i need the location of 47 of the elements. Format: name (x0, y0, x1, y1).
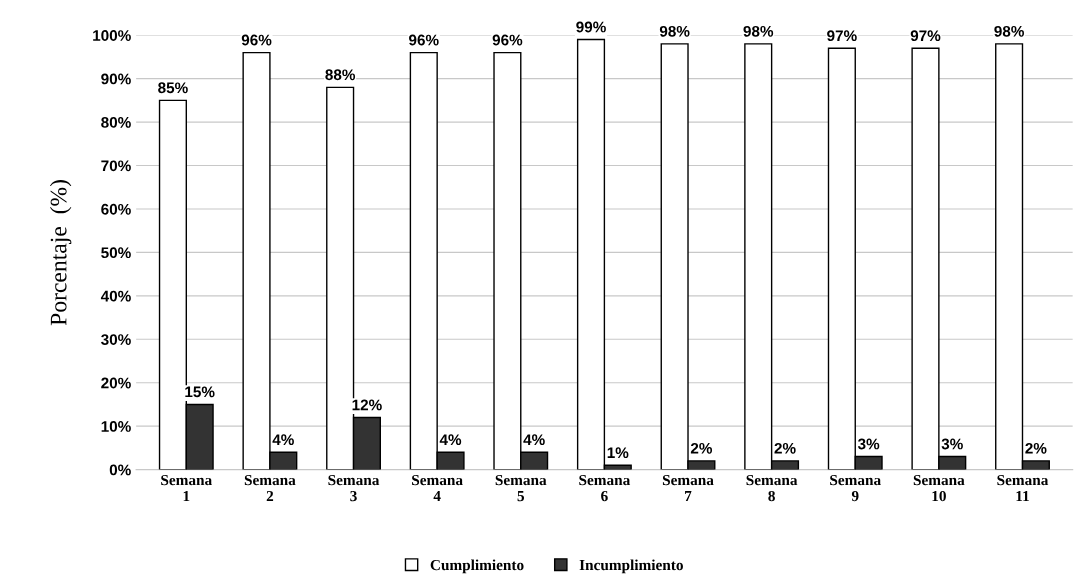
y-tick-label: 50% (101, 247, 131, 259)
x-tick-label: Semana 6 (579, 474, 631, 502)
x-tick-label: Semana 2 (244, 474, 296, 502)
x-tick-label: Semana 1 (161, 474, 212, 502)
x-tick-label: Semana 3 (328, 474, 380, 502)
data-label: 2% (774, 442, 796, 454)
legend-label: Incumplimiento (579, 559, 683, 574)
legend-label: Cumplimiento (430, 559, 524, 574)
x-tick-label: Semana 9 (830, 474, 881, 502)
y-tick-label: 20% (101, 377, 131, 389)
data-label: 4% (523, 434, 545, 446)
data-label: 98% (743, 25, 774, 37)
y-tick-label: 70% (101, 160, 131, 172)
x-tick-label: Semana 7 (662, 474, 714, 502)
data-label: 1% (607, 447, 629, 459)
y-axis-title: Porcentaje (%) (49, 180, 72, 326)
y-tick-label: 40% (100, 290, 131, 302)
data-label: 96% (492, 34, 523, 46)
data-label: 85% (158, 82, 188, 94)
x-tick-label: Semana 5 (495, 474, 547, 502)
data-label: 98% (659, 25, 690, 37)
x-tick-label: Semana 10 (913, 474, 965, 502)
y-tick-label: 100% (93, 30, 131, 41)
data-label: 4% (439, 434, 462, 446)
data-label: 3% (941, 438, 963, 450)
data-label: 97% (910, 30, 941, 42)
x-tick-label: Semana 4 (412, 474, 463, 502)
data-label: 4% (272, 434, 294, 446)
data-label: 97% (827, 30, 857, 42)
data-label: 96% (409, 34, 439, 46)
x-tick-label: Semana 8 (746, 474, 798, 502)
data-label: 15% (185, 386, 215, 398)
y-tick-label: 0% (109, 464, 131, 476)
y-tick-label: 10% (101, 421, 131, 432)
data-label: 12% (352, 399, 382, 411)
y-tick-label: 80% (101, 116, 131, 128)
x-tick-label: Semana 11 (997, 474, 1049, 502)
data-label: 98% (994, 25, 1024, 37)
data-label: 2% (690, 442, 713, 454)
y-tick-label: 30% (101, 334, 131, 345)
y-tick-label: 60% (101, 203, 131, 215)
y-tick-label: 90% (101, 73, 131, 85)
data-label: 96% (241, 34, 272, 46)
data-label: 3% (857, 438, 880, 450)
data-label: 88% (325, 69, 356, 81)
data-label: 2% (1025, 442, 1047, 454)
data-label: 99% (576, 21, 606, 33)
